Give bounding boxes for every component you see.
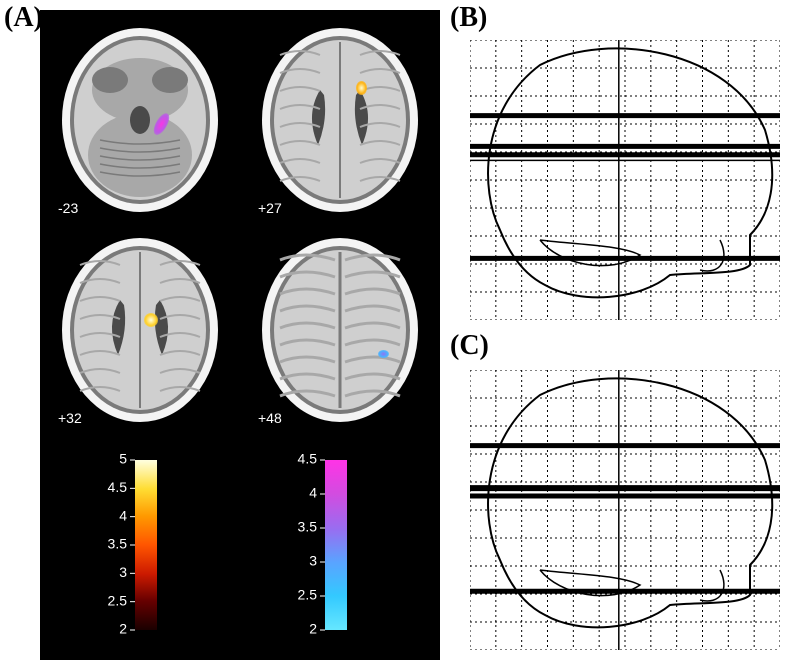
slice-coord-label: +27 — [258, 200, 282, 216]
figure-root: (A) (B) (C) -23 +27 +32 +48 2 2.5 3 3.5 4 4.5 5 2 2.… — [0, 0, 800, 672]
brain-slice: -23 — [50, 20, 230, 220]
colorbar-tick-label: 4 — [309, 485, 317, 501]
colorbar-tick-label: 3.5 — [298, 519, 318, 535]
panel-label-b: (B) — [450, 2, 487, 34]
colorbar-tick-label: 5 — [119, 451, 127, 467]
slice-coord-label: +48 — [258, 410, 282, 426]
colorbar-tick-label: 2 — [119, 621, 127, 637]
colorbar-tick-label: 3 — [309, 553, 317, 569]
panel-c-glass-brain — [470, 370, 780, 650]
slice-coord-label: -23 — [58, 200, 78, 216]
brain-slice: +32 — [50, 230, 230, 430]
panel-a: -23 +27 +32 +48 2 2.5 3 3.5 4 4.5 5 2 2.5 3 3.5 4 4.5 — [40, 10, 440, 660]
colorbar-tick-label: 2.5 — [108, 592, 128, 608]
colorbar-tick-label: 4.5 — [108, 479, 128, 495]
brain-slice: +48 — [250, 230, 430, 430]
brain-slice: +27 — [250, 20, 430, 220]
colorbar-tick-label: 4.5 — [298, 451, 318, 467]
colorbar-tick-label: 2 — [309, 621, 317, 637]
panel-label-a: (A) — [4, 2, 43, 34]
panel-b-glass-brain — [470, 40, 780, 320]
panel-label-c: (C) — [450, 330, 489, 362]
slice-coord-label: +32 — [58, 410, 82, 426]
colorbar-magenta: 2 2.5 3 3.5 4 4.5 — [260, 450, 410, 640]
colorbar-tick-label: 3.5 — [108, 536, 128, 552]
colorbar-tick-label: 2.5 — [298, 587, 318, 603]
colorbar-hot: 2 2.5 3 3.5 4 4.5 5 — [70, 450, 220, 640]
colorbar-tick-label: 4 — [119, 507, 127, 523]
colorbar-tick-label: 3 — [119, 564, 127, 580]
